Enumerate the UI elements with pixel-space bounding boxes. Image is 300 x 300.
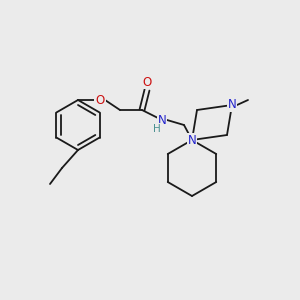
Text: O: O [95, 94, 105, 106]
Text: H: H [153, 124, 161, 134]
Text: N: N [188, 134, 196, 146]
Text: N: N [158, 113, 166, 127]
Text: O: O [142, 76, 152, 88]
Text: N: N [228, 98, 236, 112]
